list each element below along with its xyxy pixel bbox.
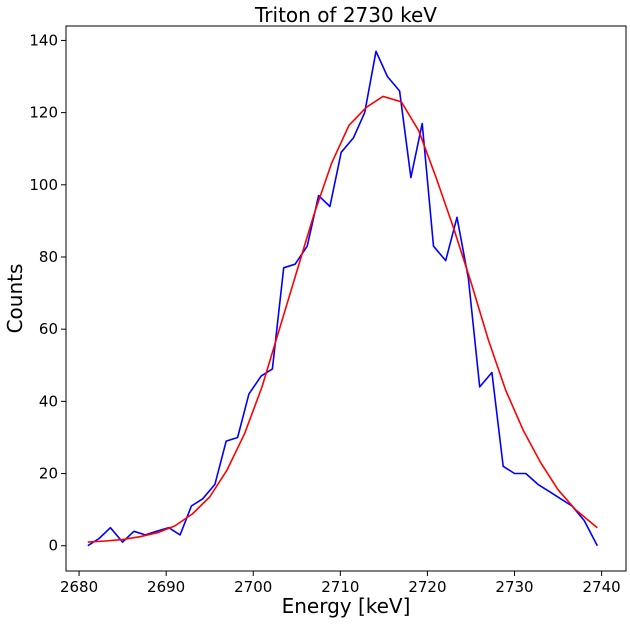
x-axis-ticks: 2680 2690 2700 2710 2720 2730 2740 (60, 571, 621, 596)
x-tick-label: 2700 (234, 578, 272, 596)
y-tick-label: 20 (39, 465, 58, 483)
y-tick-label: 120 (29, 104, 58, 122)
y-tick-label: 60 (39, 320, 58, 338)
y-tick-label: 0 (48, 537, 58, 555)
y-axis-label: Counts (3, 264, 27, 334)
series-line-fit (87, 95, 598, 543)
x-tick-label: 2740 (583, 578, 621, 596)
y-tick-label: 40 (39, 392, 58, 410)
x-tick-label: 2720 (408, 578, 446, 596)
x-tick-label: 2690 (147, 578, 185, 596)
y-axis-ticks: 0 20 40 60 80 100 120 140 (29, 31, 66, 555)
y-tick-label: 100 (29, 176, 58, 194)
x-tick-label: 2680 (60, 578, 98, 596)
series-group (87, 50, 599, 547)
x-tick-label: 2710 (321, 578, 359, 596)
x-tick-label: 2730 (495, 578, 533, 596)
plot-area (65, 25, 627, 572)
x-axis-label: Energy [keV] (282, 594, 411, 618)
y-tick-label: 80 (39, 248, 58, 266)
chart-title: Triton of 2730 keV (254, 3, 437, 27)
y-tick-label: 140 (29, 31, 58, 49)
series-line-data (87, 50, 599, 547)
